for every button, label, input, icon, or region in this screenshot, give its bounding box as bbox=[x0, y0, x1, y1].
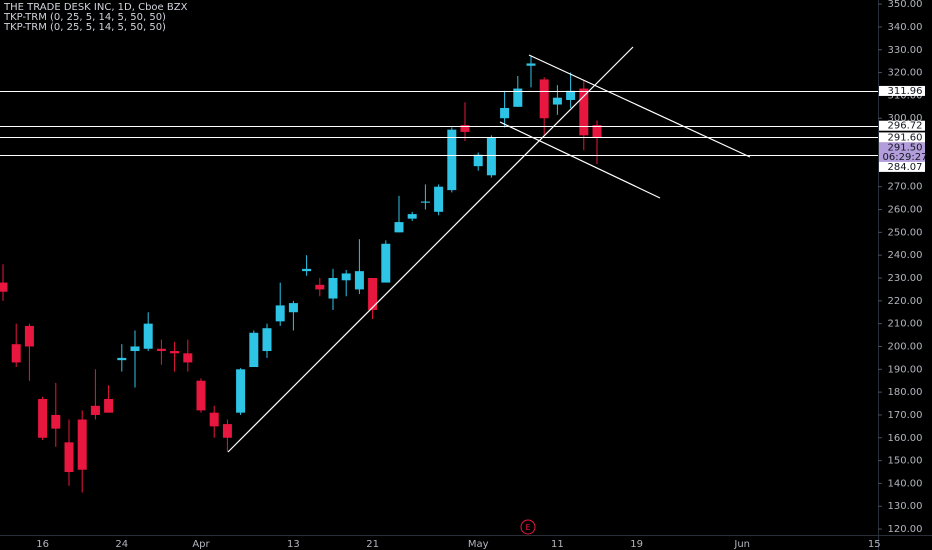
candle-body bbox=[117, 357, 127, 361]
candle-body bbox=[209, 412, 219, 427]
candle-body bbox=[473, 154, 483, 167]
y-tick-label: 130.00 bbox=[888, 501, 923, 512]
candle-body bbox=[64, 442, 74, 473]
candle-body bbox=[592, 125, 602, 138]
candle-body bbox=[302, 268, 312, 272]
price-line-label: 284.07 bbox=[888, 162, 923, 173]
price-line-box bbox=[879, 85, 925, 96]
candle-body bbox=[90, 405, 100, 415]
x-tick-label: 19 bbox=[630, 539, 643, 550]
y-tick-label: 320.00 bbox=[888, 68, 923, 79]
candle-body bbox=[407, 214, 417, 219]
candle-body bbox=[447, 129, 457, 191]
y-tick-label: 350.00 bbox=[888, 0, 923, 10]
candle-body bbox=[288, 303, 298, 313]
candle-body bbox=[51, 414, 61, 429]
candle-body bbox=[315, 284, 325, 290]
candle-body bbox=[434, 186, 444, 212]
y-tick-label: 250.00 bbox=[888, 227, 923, 238]
price-line-label: 311.96 bbox=[888, 86, 923, 97]
x-tick-label: Apr bbox=[192, 539, 210, 550]
candle-body bbox=[394, 222, 404, 233]
x-tick-label: May bbox=[468, 539, 489, 550]
price-line-box bbox=[879, 161, 925, 172]
price-line-label: 291.60 bbox=[888, 132, 923, 143]
candle-body bbox=[130, 346, 140, 352]
y-tick-label: 270.00 bbox=[888, 182, 923, 193]
trend-line bbox=[499, 121, 661, 199]
candle-body bbox=[38, 398, 48, 438]
chart-title: THE TRADE DESK INC, 1D, Cboe BZX bbox=[3, 2, 188, 13]
y-tick-label: 210.00 bbox=[888, 319, 923, 330]
candle-body bbox=[526, 63, 536, 66]
y-tick-label: 120.00 bbox=[888, 524, 923, 535]
y-tick-label: 300.00 bbox=[888, 113, 923, 124]
price-line-box bbox=[879, 132, 925, 143]
candle-body bbox=[381, 243, 391, 283]
y-tick-label: 150.00 bbox=[888, 456, 923, 467]
countdown-label: 06:29:27 bbox=[883, 152, 928, 163]
candle-body bbox=[222, 424, 232, 438]
x-tick-label: 24 bbox=[115, 539, 128, 550]
y-tick-label: 190.00 bbox=[888, 364, 923, 375]
y-tick-label: 170.00 bbox=[888, 410, 923, 421]
last-price-label: 291.50 bbox=[888, 142, 923, 153]
indicator-label: TKP-TRM (0, 25, 5, 14, 5, 50, 50) bbox=[3, 12, 166, 23]
indicator-label: TKP-TRM (0, 25, 5, 14, 5, 50, 50) bbox=[3, 22, 166, 33]
x-tick-label: 15 bbox=[868, 539, 881, 550]
candle-body bbox=[77, 419, 87, 470]
y-tick-label: 240.00 bbox=[888, 250, 923, 261]
candle-body bbox=[170, 351, 180, 354]
candle-body bbox=[579, 88, 589, 136]
trend-line bbox=[227, 46, 634, 453]
candle-body bbox=[11, 344, 21, 363]
trend-lines bbox=[227, 46, 751, 453]
y-tick-label: 220.00 bbox=[888, 296, 923, 307]
candle-body bbox=[420, 201, 430, 203]
candle-body bbox=[275, 305, 285, 322]
candle-body bbox=[566, 90, 576, 100]
candle-body bbox=[328, 277, 338, 299]
candle-body bbox=[539, 79, 549, 119]
candle-body bbox=[460, 125, 470, 132]
candle-body bbox=[196, 380, 206, 411]
y-tick-label: 180.00 bbox=[888, 387, 923, 398]
y-tick-label: 330.00 bbox=[888, 45, 923, 56]
y-tick-label: 230.00 bbox=[888, 273, 923, 284]
trend-line bbox=[528, 54, 751, 158]
candle-body bbox=[262, 328, 272, 352]
event-marker bbox=[520, 519, 536, 535]
candle-body bbox=[24, 325, 34, 347]
candle-body bbox=[341, 273, 351, 281]
candle-body bbox=[156, 348, 166, 352]
candle-body bbox=[486, 137, 496, 176]
candle-body bbox=[368, 277, 378, 310]
event-marker-label: E bbox=[525, 523, 530, 532]
candle-body bbox=[513, 88, 523, 107]
candle-body bbox=[0, 282, 8, 292]
last-price-box bbox=[879, 142, 925, 163]
price-line-box bbox=[879, 120, 925, 131]
y-tick-label: 200.00 bbox=[888, 341, 923, 352]
x-tick-label: 16 bbox=[36, 539, 49, 550]
candle-body bbox=[104, 398, 114, 413]
candle-body bbox=[500, 107, 510, 119]
candle-body bbox=[143, 323, 153, 349]
candle-body bbox=[236, 369, 246, 413]
candle-body bbox=[183, 353, 193, 363]
y-tick-label: 140.00 bbox=[888, 478, 923, 489]
x-tick-label: Jun bbox=[733, 539, 750, 550]
candle-body bbox=[552, 97, 562, 105]
y-tick-label: 160.00 bbox=[888, 433, 923, 444]
x-tick-label: 21 bbox=[366, 539, 379, 550]
candle-body bbox=[354, 271, 364, 290]
candle-body bbox=[249, 332, 259, 368]
price-line-label: 296.72 bbox=[888, 121, 923, 132]
x-tick-label: 13 bbox=[287, 539, 300, 550]
y-tick-label: 340.00 bbox=[888, 22, 923, 33]
x-tick-label: 11 bbox=[551, 539, 564, 550]
y-tick-label: 260.00 bbox=[888, 205, 923, 216]
